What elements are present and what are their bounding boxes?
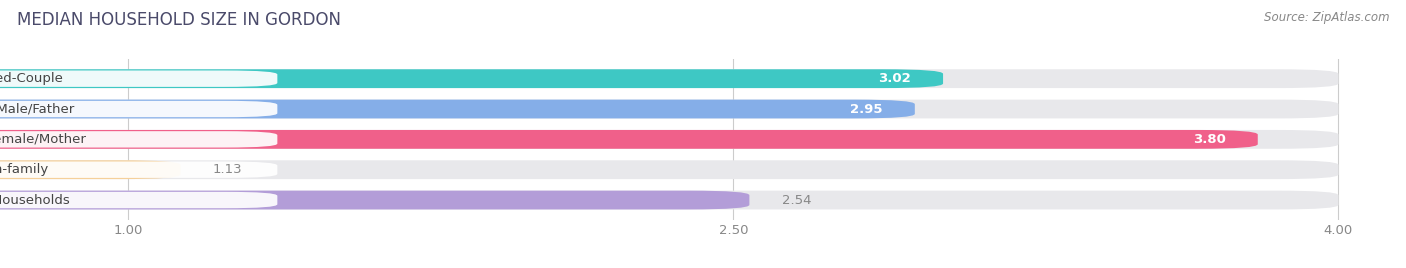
FancyBboxPatch shape bbox=[0, 69, 943, 88]
FancyBboxPatch shape bbox=[0, 130, 1258, 149]
FancyBboxPatch shape bbox=[0, 131, 277, 148]
FancyBboxPatch shape bbox=[0, 192, 277, 208]
Text: Single Male/Father: Single Male/Father bbox=[0, 103, 75, 116]
FancyBboxPatch shape bbox=[0, 70, 277, 87]
FancyBboxPatch shape bbox=[0, 69, 1339, 88]
Text: MEDIAN HOUSEHOLD SIZE IN GORDON: MEDIAN HOUSEHOLD SIZE IN GORDON bbox=[17, 11, 340, 29]
FancyBboxPatch shape bbox=[0, 101, 277, 117]
FancyBboxPatch shape bbox=[0, 160, 1339, 179]
Text: 2.54: 2.54 bbox=[782, 193, 811, 207]
Text: Source: ZipAtlas.com: Source: ZipAtlas.com bbox=[1264, 11, 1389, 24]
FancyBboxPatch shape bbox=[0, 100, 915, 118]
FancyBboxPatch shape bbox=[0, 191, 1339, 210]
Text: Married-Couple: Married-Couple bbox=[0, 72, 65, 85]
FancyBboxPatch shape bbox=[0, 100, 1339, 118]
Text: Total Households: Total Households bbox=[0, 193, 69, 207]
Text: 3.80: 3.80 bbox=[1192, 133, 1226, 146]
Text: Non-family: Non-family bbox=[0, 163, 49, 176]
FancyBboxPatch shape bbox=[0, 162, 277, 178]
FancyBboxPatch shape bbox=[0, 130, 1339, 149]
Text: 2.95: 2.95 bbox=[851, 103, 883, 116]
Text: 3.02: 3.02 bbox=[877, 72, 911, 85]
FancyBboxPatch shape bbox=[0, 191, 749, 210]
FancyBboxPatch shape bbox=[0, 160, 180, 179]
Text: Single Female/Mother: Single Female/Mother bbox=[0, 133, 86, 146]
Text: 1.13: 1.13 bbox=[212, 163, 242, 176]
